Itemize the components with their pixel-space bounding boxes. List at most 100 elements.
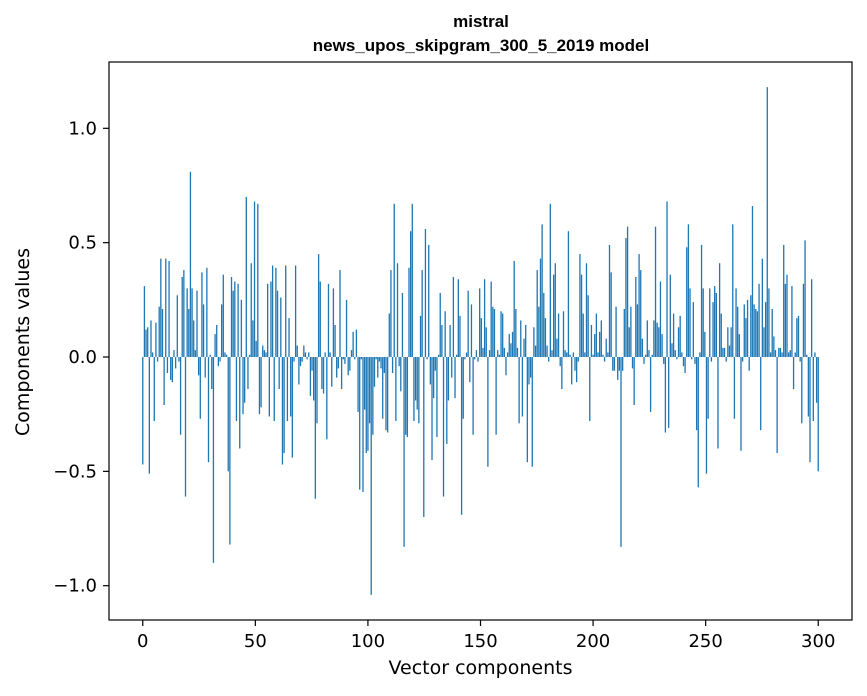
bar-317	[663, 357, 665, 364]
bar-49	[222, 274, 224, 358]
bar-233	[525, 324, 527, 358]
bar-44	[214, 334, 216, 358]
bar-403	[804, 240, 806, 358]
bar-152	[391, 357, 394, 374]
bar-50	[224, 352, 226, 357]
bar-76	[267, 283, 269, 358]
bar-265	[577, 357, 579, 362]
bar-366	[743, 304, 745, 358]
bar-82	[276, 290, 279, 358]
bar-355	[725, 357, 727, 362]
bar-238	[533, 327, 535, 358]
bar-197	[465, 352, 468, 357]
bar-293	[623, 308, 625, 357]
bar-166	[414, 357, 417, 401]
bar-51	[225, 354, 228, 358]
bar-159	[403, 357, 405, 547]
bar-219	[502, 313, 504, 358]
bar-92	[293, 357, 295, 362]
bar-212	[490, 281, 492, 358]
bar-378	[763, 327, 765, 358]
bar-200	[470, 304, 473, 358]
bar-340	[700, 244, 703, 358]
bar-409	[814, 352, 816, 357]
bar-74	[263, 350, 266, 358]
bar-47	[219, 357, 221, 362]
bar-288	[615, 306, 617, 358]
bar-171	[423, 357, 425, 518]
bar-241	[538, 306, 540, 358]
bar-384	[773, 336, 775, 358]
bar-368	[746, 299, 749, 358]
bar-48	[221, 304, 223, 358]
x-tick-label: 300	[801, 631, 835, 652]
bar-154	[395, 357, 397, 422]
bar-137	[367, 357, 369, 451]
bar-116	[332, 288, 335, 358]
x-tick-label: 150	[463, 631, 497, 652]
bar-35	[199, 357, 201, 419]
chart-title-line-1: mistral	[453, 12, 509, 31]
bar-302	[638, 254, 640, 358]
bar-249	[551, 350, 553, 358]
bar-234	[526, 357, 528, 463]
bar-66	[250, 263, 252, 358]
bar-14	[165, 258, 167, 358]
bar-135	[363, 357, 366, 410]
bar-214	[493, 308, 496, 357]
bar-339	[699, 352, 701, 357]
bar-333	[689, 288, 691, 358]
bar-353	[722, 347, 724, 358]
bar-43	[212, 357, 215, 563]
bar-61	[242, 357, 244, 415]
bar-298	[631, 357, 634, 369]
bar-141	[373, 357, 376, 387]
bar-98	[303, 345, 305, 357]
bar-402	[802, 283, 805, 358]
bar-88	[286, 357, 289, 422]
bar-235	[528, 357, 530, 385]
bar-7	[153, 357, 155, 422]
bar-370	[750, 295, 752, 358]
bar-170	[421, 270, 423, 358]
bar-37	[202, 304, 205, 358]
bar-56	[234, 281, 236, 358]
bar-100	[306, 357, 308, 360]
bar-211	[488, 350, 491, 358]
bar-8	[155, 322, 157, 357]
bar-173	[426, 357, 428, 360]
bar-80	[273, 357, 275, 422]
x-tick-label: 200	[576, 631, 610, 652]
bar-228	[516, 347, 519, 358]
bar-335	[692, 302, 694, 358]
bar-284	[608, 244, 611, 358]
bar-71	[258, 357, 261, 415]
bar-22	[178, 357, 180, 362]
bar-390	[783, 244, 785, 358]
bar-323	[672, 313, 675, 358]
bar-91	[291, 357, 293, 458]
bar-53	[229, 357, 231, 545]
bar-107	[317, 254, 320, 358]
bar-9	[156, 357, 159, 362]
bar-95	[298, 357, 300, 385]
bar-350	[717, 357, 719, 449]
bar-2	[145, 329, 147, 358]
bar-396	[792, 357, 795, 390]
bar-38	[204, 357, 206, 378]
bar-90	[290, 357, 292, 417]
bar-52	[227, 357, 229, 472]
bar-205	[479, 288, 481, 358]
bar-149	[386, 357, 389, 433]
bar-278	[598, 331, 601, 358]
bar-343	[705, 357, 708, 474]
y-tick-label: 1.0	[68, 118, 97, 139]
bar-65	[248, 354, 251, 358]
bar-26	[184, 357, 187, 497]
bar-331	[686, 247, 688, 358]
bar-27	[186, 288, 188, 358]
bar-239	[534, 345, 537, 357]
bar-326	[677, 327, 680, 358]
bar-1	[143, 286, 146, 357]
bar-111	[324, 352, 326, 357]
